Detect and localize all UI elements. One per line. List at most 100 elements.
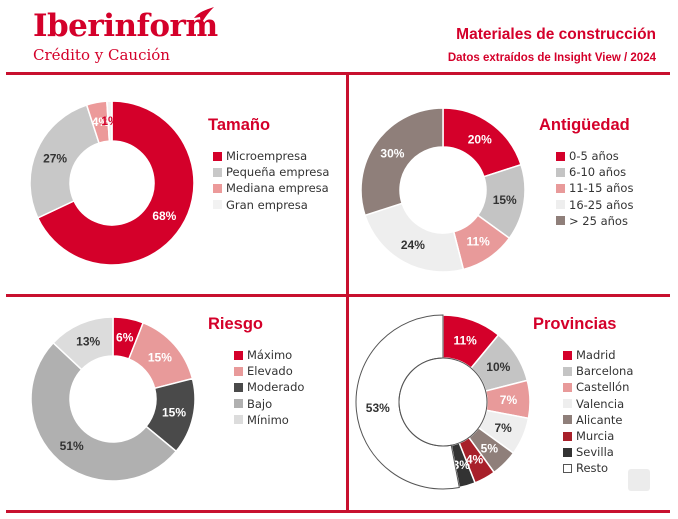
slice-label-antiguedad-3: 24%	[401, 238, 425, 252]
logo-text: Iberinform	[33, 8, 218, 44]
panel-provincias: 11% 10% 7% 7% 5% 4% 3% 53% Provincias Madrid Bar…	[349, 297, 678, 510]
slice-riesgo-3	[30, 341, 178, 482]
legend-label-provincias-0: Madrid	[576, 348, 616, 363]
legend-item-riesgo-0: Máximo	[234, 347, 304, 363]
legend-label-provincias-1: Barcelona	[576, 364, 634, 379]
panel-tamano: 68% 27% 4% 1% Tamaño Microempresa Pequeña em…	[0, 75, 346, 294]
slice-tamano-1	[29, 104, 100, 219]
legend-item-tamano-1: Pequeña empresa	[213, 164, 329, 180]
donut-antiguedad: 20% 15% 11% 24% 30%	[360, 107, 526, 273]
donut-tamano: 68% 27% 4%1%	[29, 100, 195, 266]
slice-label-riesgo-2: 15%	[162, 406, 186, 420]
legend-label-riesgo-3: Bajo	[247, 396, 273, 411]
slice-label-provincias-7: 53%	[366, 401, 390, 415]
legend-swatch-antiguedad-3	[556, 200, 565, 210]
slice-label-tamano-0: 68%	[152, 209, 176, 223]
page-subtitle: Datos extraídos de Insight View / 2024	[447, 52, 656, 64]
legend-swatch-antiguedad-4	[556, 216, 565, 226]
legend-swatch-provincias-4	[563, 415, 572, 425]
legend-swatch-provincias-0	[563, 350, 572, 360]
legend-label-tamano-2: Mediana empresa	[226, 181, 329, 196]
slice-label-riesgo-4: 13%	[76, 335, 100, 349]
slice-label-tamano-2: 4%	[92, 115, 110, 129]
donut-riesgo: 6% 15% 15% 51% 13%	[30, 316, 196, 482]
legend-swatch-riesgo-1	[234, 366, 243, 376]
slice-label-provincias-5: 4%	[466, 452, 484, 466]
legend-label-provincias-2: Castellón	[576, 380, 630, 395]
vertical-divider	[346, 72, 349, 512]
legend-label-tamano-0: Microempresa	[226, 149, 308, 164]
legend-item-antiguedad-4: > 25 años	[556, 213, 633, 229]
legend-swatch-antiguedad-1	[556, 167, 565, 177]
slice-label-provincias-6: 3%	[453, 458, 471, 472]
legend-label-provincias-3: Valencia	[576, 396, 625, 411]
legend-swatch-provincias-5	[563, 431, 572, 441]
donut-provincias: 11% 10% 7% 7% 5%4%3% 53%	[355, 314, 531, 490]
legend-item-antiguedad-2: 11-15 años	[556, 180, 633, 196]
legend-swatch-riesgo-3	[234, 399, 243, 409]
legend-item-provincias-6: Sevilla	[563, 444, 633, 460]
slice-label-antiguedad-2: 11%	[466, 235, 490, 249]
chart-title-tamano: Tamaño	[208, 116, 271, 134]
bottom-divider	[6, 510, 670, 513]
slice-tamano-3	[106, 100, 113, 142]
legend-label-provincias-7: Resto	[576, 461, 609, 476]
slice-antiguedad-3	[364, 202, 465, 273]
legend-item-provincias-1: Barcelona	[563, 363, 633, 379]
legend-swatch-provincias-6	[563, 447, 572, 457]
legend-label-riesgo-4: Mínimo	[247, 412, 289, 427]
legend-item-tamano-3: Gran empresa	[213, 197, 329, 213]
donut-inner-ring-provincias	[398, 357, 488, 447]
legend-item-tamano-2: Mediana empresa	[213, 180, 329, 196]
header-divider	[6, 72, 670, 75]
legend-item-riesgo-2: Moderado	[234, 379, 304, 395]
legend-swatch-antiguedad-2	[556, 183, 565, 193]
legend-label-antiguedad-4: > 25 años	[569, 213, 628, 228]
legend-item-antiguedad-0: 0-5 años	[556, 148, 633, 164]
header: Iberinform Crédito y Caución Materiales …	[0, 0, 678, 72]
page-title: Materiales de construcción	[456, 26, 656, 43]
legend-label-riesgo-1: Elevado	[247, 364, 293, 379]
legend-item-provincias-5: Murcia	[563, 428, 633, 444]
legend-item-provincias-7: Resto	[563, 460, 633, 476]
legend-swatch-provincias-1	[563, 366, 572, 376]
middle-divider	[6, 294, 670, 297]
legend-swatch-provincias-7	[563, 463, 572, 473]
slice-label-tamano-3: 1%	[101, 114, 119, 128]
logo-subtitle: Crédito y Caución	[33, 46, 170, 64]
legend-item-riesgo-3: Bajo	[234, 396, 304, 412]
legend-provincias: Madrid Barcelona Castellón Valencia Alicante…	[563, 347, 633, 477]
legend-swatch-tamano-0	[213, 151, 222, 161]
slice-label-antiguedad-4: 30%	[380, 146, 404, 160]
legend-swatch-provincias-2	[563, 382, 572, 392]
legend-swatch-riesgo-0	[234, 350, 243, 360]
legend-swatch-tamano-2	[213, 183, 222, 193]
legend-item-antiguedad-3: 16-25 años	[556, 197, 633, 213]
legend-item-antiguedad-1: 6-10 años	[556, 164, 633, 180]
legend-label-riesgo-2: Moderado	[247, 380, 305, 395]
chart-title-provincias: Provincias	[533, 315, 617, 333]
legend-swatch-tamano-1	[213, 167, 222, 177]
legend-swatch-riesgo-4	[234, 415, 243, 425]
legend-label-antiguedad-2: 11-15 años	[569, 181, 634, 196]
legend-item-provincias-0: Madrid	[563, 347, 633, 363]
slice-label-riesgo-1: 15%	[148, 351, 172, 365]
legend-label-antiguedad-0: 0-5 años	[569, 149, 619, 164]
legend-item-provincias-3: Valencia	[563, 396, 633, 412]
legend-item-tamano-0: Microempresa	[213, 148, 329, 164]
slice-label-tamano-1: 27%	[43, 151, 67, 165]
legend-item-riesgo-1: Elevado	[234, 363, 304, 379]
legend-label-tamano-1: Pequeña empresa	[226, 165, 330, 180]
slice-label-provincias-1: 10%	[486, 360, 510, 374]
slice-label-provincias-3: 7%	[494, 421, 512, 435]
corner-badge-icon	[628, 469, 650, 491]
legend-label-antiguedad-1: 6-10 años	[569, 165, 627, 180]
slice-label-antiguedad-0: 20%	[468, 132, 492, 146]
slice-label-riesgo-3: 51%	[60, 439, 84, 453]
legend-label-antiguedad-3: 16-25 años	[569, 197, 634, 212]
slice-label-antiguedad-1: 15%	[493, 193, 517, 207]
slice-label-riesgo-0: 6%	[116, 331, 134, 345]
legend-label-tamano-3: Gran empresa	[226, 197, 308, 212]
slice-label-provincias-0: 11%	[454, 333, 478, 347]
chart-title-riesgo: Riesgo	[208, 315, 264, 333]
